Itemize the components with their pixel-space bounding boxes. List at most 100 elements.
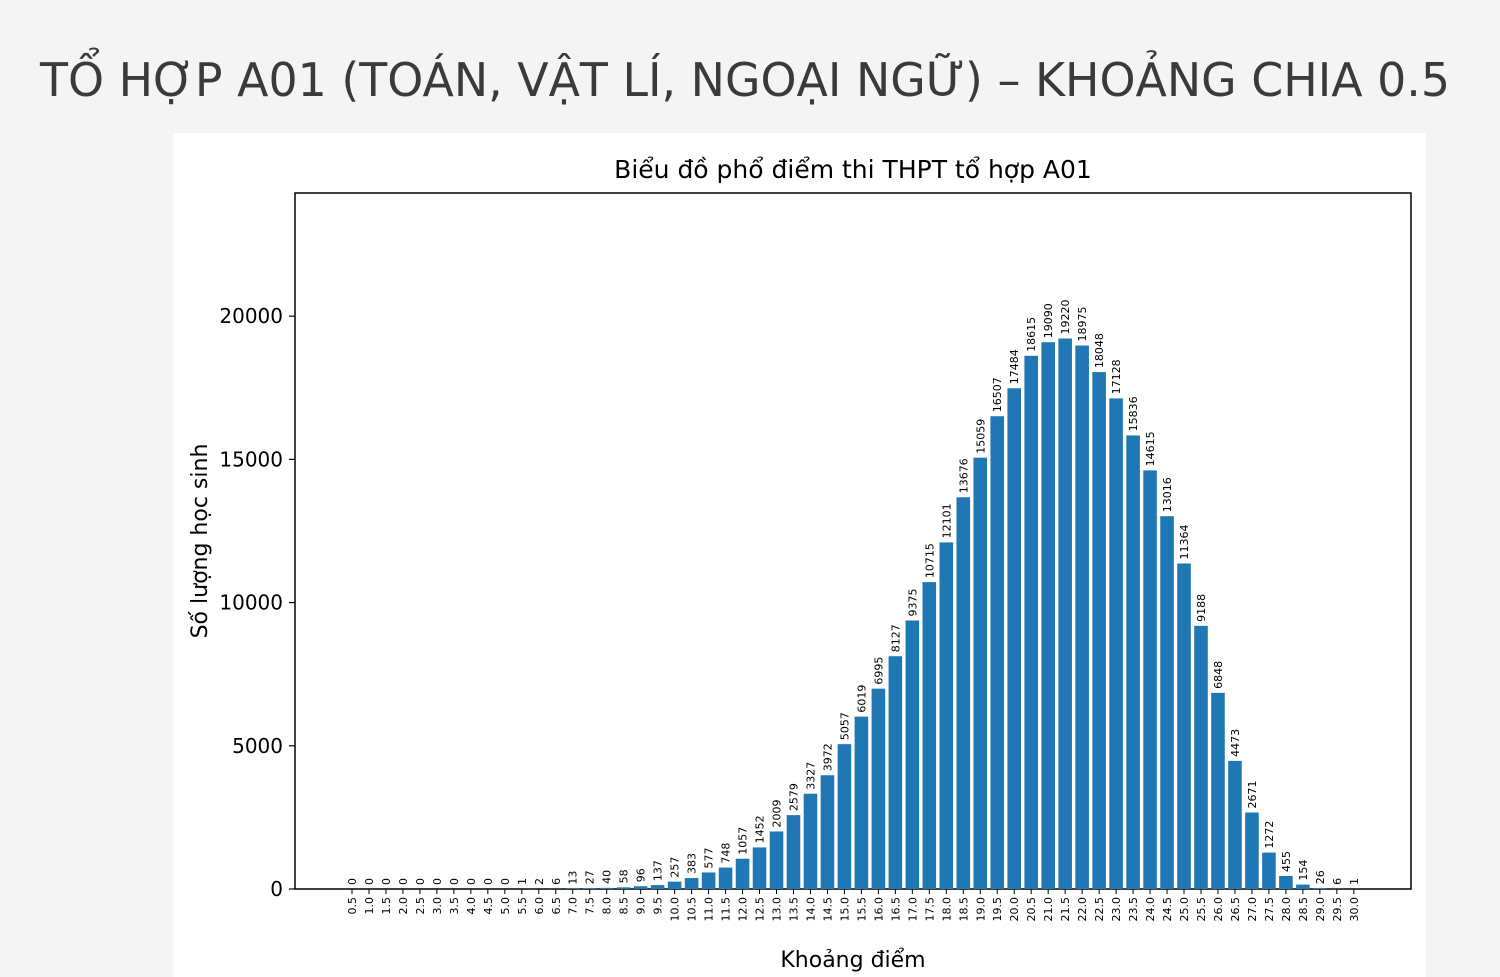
data-label: 15836 (1127, 396, 1140, 431)
y-tick-label: 15000 (219, 447, 283, 471)
x-axis-label: Khoảng điểm (780, 948, 925, 973)
x-tick-label: 23.5 (1127, 897, 1140, 922)
x-tick-label: 20.5 (1025, 897, 1038, 922)
data-label: 0 (431, 878, 444, 885)
x-tick-label: 7.5 (584, 897, 597, 915)
y-tick-label: 0 (270, 877, 283, 901)
x-tick-label: 24.5 (1161, 897, 1174, 922)
data-label: 3972 (821, 743, 834, 771)
data-label: 13676 (957, 458, 970, 493)
data-label: 6995 (872, 657, 885, 685)
x-tick-label: 6.5 (550, 897, 563, 915)
bar (786, 815, 801, 889)
data-label: 16507 (991, 377, 1004, 412)
bar (1024, 355, 1038, 890)
data-label: 6848 (1212, 661, 1225, 689)
bar (1262, 852, 1276, 889)
data-label: 1272 (1263, 821, 1276, 849)
bar (1007, 388, 1022, 889)
x-tick-label: 4.5 (482, 897, 495, 915)
data-label: 15059 (974, 419, 987, 454)
bar (633, 886, 648, 889)
data-label: 6 (550, 878, 563, 885)
x-tick-label: 1.0 (363, 897, 376, 915)
x-tick-label: 21.0 (1042, 897, 1055, 922)
bar (1279, 875, 1293, 889)
bar (1126, 435, 1140, 889)
data-label: 257 (669, 857, 682, 878)
x-tick-label: 24.0 (1144, 897, 1157, 922)
data-label: 96 (635, 868, 648, 882)
x-tick-label: 29.5 (1331, 897, 1344, 922)
data-label: 19220 (1059, 300, 1072, 335)
x-tick-label: 20.0 (1008, 897, 1021, 922)
bar (1058, 338, 1072, 889)
bar (922, 582, 937, 889)
bar (1109, 398, 1123, 889)
x-tick-label: 9.5 (652, 897, 665, 915)
x-tick-label: 3.0 (431, 897, 444, 915)
x-tick-label: 18.0 (940, 897, 953, 922)
bar (854, 716, 869, 889)
data-label: 14615 (1144, 431, 1157, 466)
data-label: 1057 (737, 827, 750, 855)
data-label: 13016 (1161, 477, 1174, 512)
bar (973, 457, 988, 889)
data-label: 455 (1280, 851, 1293, 872)
data-label: 17128 (1110, 359, 1123, 394)
x-tick-label: 19.5 (991, 897, 1004, 922)
bar (1143, 470, 1157, 889)
bar (1092, 372, 1106, 889)
x-tick-label: 19.0 (974, 897, 987, 922)
x-tick-label: 5.0 (499, 897, 512, 915)
data-label: 0 (380, 878, 393, 885)
data-label: 0 (363, 878, 376, 885)
bar (718, 867, 733, 889)
data-label: 18975 (1076, 307, 1089, 342)
x-tick-label: 11.5 (720, 897, 733, 922)
bar (820, 775, 835, 889)
x-tick-label: 12.0 (737, 897, 750, 922)
bar (1160, 516, 1174, 889)
bar (667, 881, 682, 889)
x-tick-label: 15.5 (855, 897, 868, 922)
bar (888, 656, 903, 889)
data-label: 1 (516, 878, 529, 885)
data-label: 19090 (1042, 303, 1055, 338)
y-tick-label: 20000 (219, 304, 283, 328)
data-label: 0 (397, 878, 410, 885)
x-tick-label: 26.5 (1229, 897, 1242, 922)
data-label: 9375 (906, 588, 919, 616)
data-label: 3327 (804, 762, 817, 790)
data-label: 0 (499, 878, 512, 885)
bar (803, 793, 818, 889)
bar (1041, 342, 1055, 889)
data-label: 137 (652, 860, 665, 881)
bar (1075, 345, 1089, 889)
x-tick-label: 2.0 (397, 897, 410, 915)
data-label: 17484 (1008, 349, 1021, 384)
data-label: 13 (567, 871, 580, 885)
bar (769, 831, 784, 889)
bar (1245, 812, 1259, 889)
data-label: 8127 (889, 624, 902, 652)
data-label: 58 (618, 869, 631, 883)
x-tick-label: 0.5 (346, 897, 359, 915)
x-tick-label: 18.5 (957, 897, 970, 922)
plot-frame (294, 192, 1412, 890)
data-label: 0 (346, 878, 359, 885)
bar (1313, 888, 1327, 889)
data-label: 6019 (855, 685, 868, 713)
x-tick-label: 5.5 (516, 897, 529, 915)
data-label: 6 (1331, 878, 1344, 885)
x-tick-label: 9.0 (635, 897, 648, 915)
bar (582, 888, 597, 889)
x-tick-label: 10.5 (686, 897, 699, 922)
bar (1194, 625, 1208, 889)
x-tick-label: 14.5 (821, 897, 834, 922)
bar (939, 542, 954, 889)
x-tick-label: 26.0 (1212, 897, 1225, 922)
bar (1228, 760, 1242, 889)
x-tick-label: 8.5 (618, 897, 631, 915)
